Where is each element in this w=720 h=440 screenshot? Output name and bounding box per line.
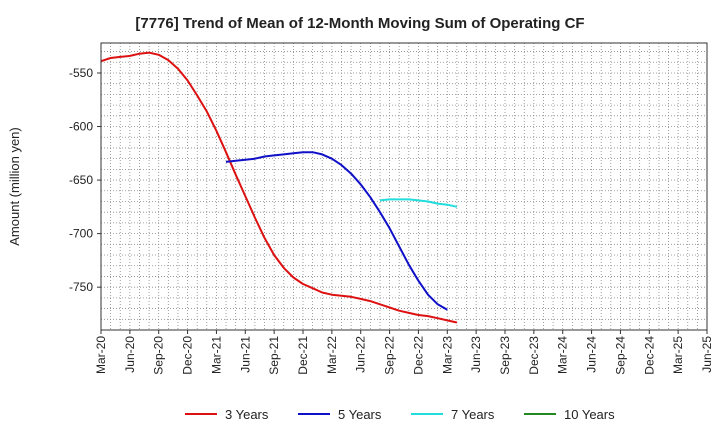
x-tick-label: Mar-25 xyxy=(671,336,685,374)
x-tick-label: Jun-22 xyxy=(354,336,368,373)
legend-label-10-years: 10 Years xyxy=(564,407,615,422)
x-tick-label: Sep-23 xyxy=(498,336,512,375)
x-tick-label: Dec-21 xyxy=(296,336,310,375)
x-tick-label: Sep-24 xyxy=(613,336,627,375)
x-tick-label: Sep-20 xyxy=(152,336,166,375)
plot-frame xyxy=(100,42,708,331)
series-layer xyxy=(100,51,458,324)
x-tick-label: Dec-20 xyxy=(181,336,195,375)
x-tick-label: Sep-21 xyxy=(267,336,281,375)
y-tick-label: -650 xyxy=(69,173,93,187)
legend: 3 Years 5 Years 7 Years 10 Years xyxy=(185,407,615,422)
x-tick-label: Jun-20 xyxy=(123,336,137,373)
x-tick-label: Jun-21 xyxy=(238,336,252,373)
x-tick-label: Jun-23 xyxy=(469,336,483,373)
y-tick-label: -700 xyxy=(69,227,93,241)
x-tick-label: Mar-21 xyxy=(209,336,223,374)
x-tick-label: Sep-22 xyxy=(383,336,397,375)
grid xyxy=(100,43,708,330)
plot-border xyxy=(100,42,708,331)
series-line-7-years xyxy=(379,198,458,208)
x-tick-label: Dec-22 xyxy=(411,336,425,375)
x-tick-label: Dec-23 xyxy=(527,336,541,375)
legend-label-3-years: 3 Years xyxy=(225,407,269,422)
series-line-5-years xyxy=(225,151,448,311)
y-axis: -550 -600 -650 -700 -750 xyxy=(69,66,101,294)
x-tick-label: Mar-22 xyxy=(325,336,339,374)
x-tick-label: Dec-24 xyxy=(642,336,656,375)
y-tick-label: -600 xyxy=(69,120,93,134)
y-tick-label: -550 xyxy=(69,66,93,80)
x-tick-label: Mar-24 xyxy=(556,336,570,374)
plot-area xyxy=(101,43,707,330)
x-axis: Mar-20 Jun-20 Sep-20 Dec-20 Mar-21 Jun-21 Sep-… xyxy=(94,330,714,375)
legend-label-7-years: 7 Years xyxy=(451,407,495,422)
x-tick-label: Jun-25 xyxy=(700,336,714,373)
plot-background xyxy=(101,43,707,330)
y-tick-label: -750 xyxy=(69,280,93,294)
x-tick-label: Jun-24 xyxy=(585,336,599,373)
x-tick-label: Mar-23 xyxy=(440,336,454,374)
y-axis-label: Amount (million yen) xyxy=(7,127,22,246)
x-tick-label: Mar-20 xyxy=(94,336,108,374)
legend-label-5-years: 5 Years xyxy=(338,407,382,422)
series-line-3-years xyxy=(100,51,458,324)
chart-title: [7776] Trend of Mean of 12-Month Moving … xyxy=(135,15,584,32)
